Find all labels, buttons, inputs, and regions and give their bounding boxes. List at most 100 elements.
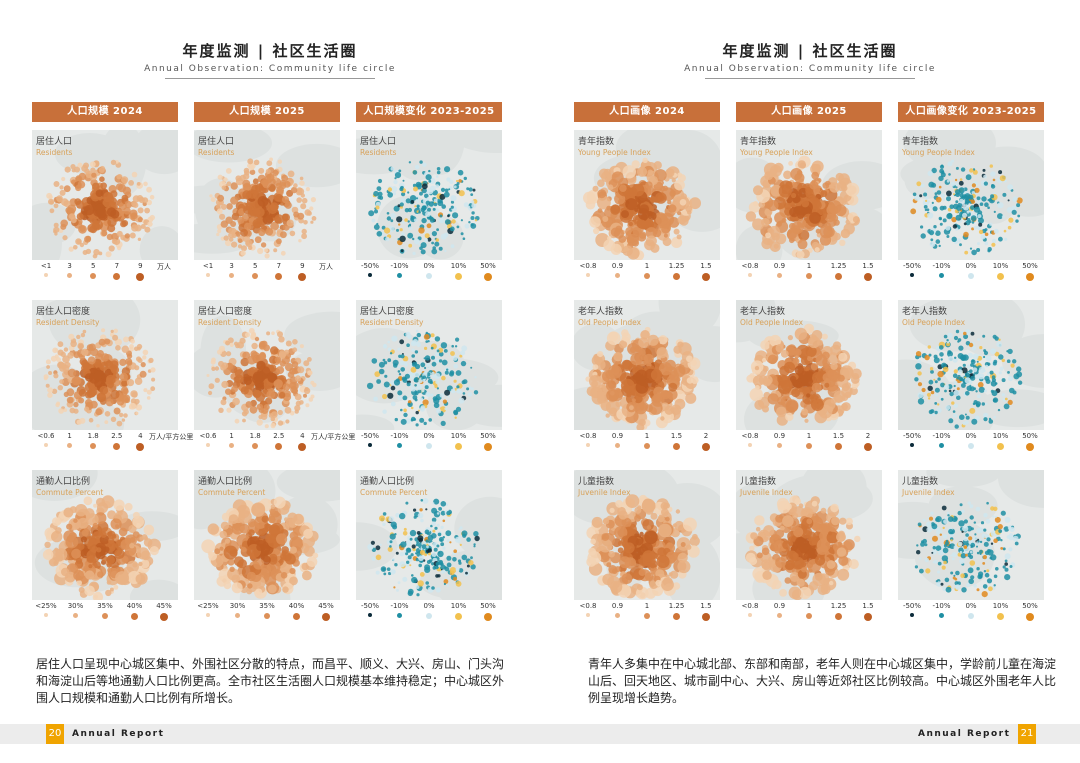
map-point xyxy=(217,174,223,180)
map-point xyxy=(413,418,417,421)
map-point xyxy=(398,354,402,358)
legend-label: 0.9 xyxy=(611,432,624,440)
map-point xyxy=(150,367,156,373)
map-point xyxy=(397,581,401,584)
map-point xyxy=(650,563,656,569)
map-point xyxy=(947,355,954,362)
map-point xyxy=(231,385,238,393)
legend-label: <0.8 xyxy=(741,432,759,440)
map-point xyxy=(754,400,765,410)
map-label-en: Young People Index xyxy=(578,148,651,157)
map-point xyxy=(103,191,113,202)
column: 人口画像 2024 青年指数 Young People Index <0.8 0.9 1 1… xyxy=(574,102,720,621)
map-point xyxy=(123,207,131,215)
map-legend: <0.8 0.9 1 1.25 1.5 xyxy=(574,600,720,638)
terrain-shade xyxy=(736,484,775,538)
legend-label: 万人 xyxy=(319,263,333,271)
map-point xyxy=(796,250,805,259)
map-point xyxy=(951,216,957,223)
map-point xyxy=(963,222,967,226)
map-point xyxy=(291,361,299,368)
map-point xyxy=(648,211,657,221)
map-point xyxy=(399,202,404,207)
map-point xyxy=(240,386,249,395)
map-point xyxy=(450,351,455,356)
map-point xyxy=(266,331,271,336)
map-svg xyxy=(736,130,882,260)
map-point xyxy=(820,190,828,198)
map-panel: 居住人口密度 Resident Density -50% -10% 0% 10% 50% xyxy=(356,300,502,468)
map-point xyxy=(76,419,82,425)
map-point xyxy=(396,228,399,232)
map-point xyxy=(931,167,937,174)
map-point xyxy=(979,346,983,350)
map-point xyxy=(597,351,604,358)
legend-item: <1 xyxy=(193,262,223,277)
map-point xyxy=(243,376,252,386)
map-point xyxy=(933,378,936,381)
map-point xyxy=(77,517,89,529)
map-point xyxy=(435,175,439,178)
map-point xyxy=(779,589,787,597)
map-point xyxy=(611,366,620,375)
map-label: 儿童指数 Juvenile Index xyxy=(578,474,631,497)
map-point xyxy=(951,236,957,242)
map-point xyxy=(301,233,307,240)
map-point xyxy=(419,397,423,401)
map-point xyxy=(390,213,396,219)
map-label: 通勤人口比例 Commute Percent xyxy=(198,474,265,497)
map-point xyxy=(278,336,285,343)
map-point xyxy=(668,217,680,228)
map-point xyxy=(943,384,950,390)
map-point xyxy=(969,369,973,373)
map-point xyxy=(264,424,269,429)
map-point xyxy=(124,398,130,404)
map-point xyxy=(67,352,74,359)
map-point xyxy=(401,232,405,236)
map-point xyxy=(309,206,314,211)
legend-label: -50% xyxy=(360,432,380,440)
map-point xyxy=(409,371,414,377)
map-point xyxy=(749,545,755,551)
map-point xyxy=(253,159,260,166)
map-point xyxy=(443,579,449,584)
map-point xyxy=(916,181,922,187)
legend-item: 万人/平方公里 xyxy=(149,432,193,442)
legend-swatch xyxy=(702,443,710,451)
map-point xyxy=(426,197,430,201)
map-point xyxy=(982,168,986,172)
map-point xyxy=(74,166,81,173)
legend-label: <0.6 xyxy=(199,432,217,440)
legend-swatch xyxy=(748,443,752,447)
legend-item: 1.25 xyxy=(662,602,692,620)
map-point xyxy=(245,239,253,247)
map-point xyxy=(608,550,615,558)
legend-swatch xyxy=(939,443,944,448)
map-point xyxy=(924,196,929,200)
map-point xyxy=(134,365,140,371)
map-point xyxy=(978,373,985,380)
map-point xyxy=(1004,516,1011,523)
map-point xyxy=(935,545,942,551)
map-point xyxy=(915,363,922,370)
map-point xyxy=(443,582,446,586)
legend-item: 5 xyxy=(240,262,270,279)
legend-item: 50% xyxy=(1015,432,1045,451)
legend-swatch xyxy=(806,273,812,279)
map-point xyxy=(143,524,155,536)
map-point xyxy=(412,237,415,241)
map-point xyxy=(77,180,86,189)
map-point xyxy=(953,403,958,408)
map-point xyxy=(949,204,954,209)
map-point xyxy=(388,571,392,576)
map-point xyxy=(817,584,829,596)
map-point xyxy=(831,516,840,526)
map-point xyxy=(452,355,458,361)
map-point xyxy=(785,399,799,413)
map-point xyxy=(400,408,403,412)
map-point xyxy=(303,393,307,398)
map-label: 儿童指数 Juvenile Index xyxy=(740,474,793,497)
map-point xyxy=(440,542,445,547)
map-point xyxy=(431,586,435,590)
map-point xyxy=(433,198,438,203)
